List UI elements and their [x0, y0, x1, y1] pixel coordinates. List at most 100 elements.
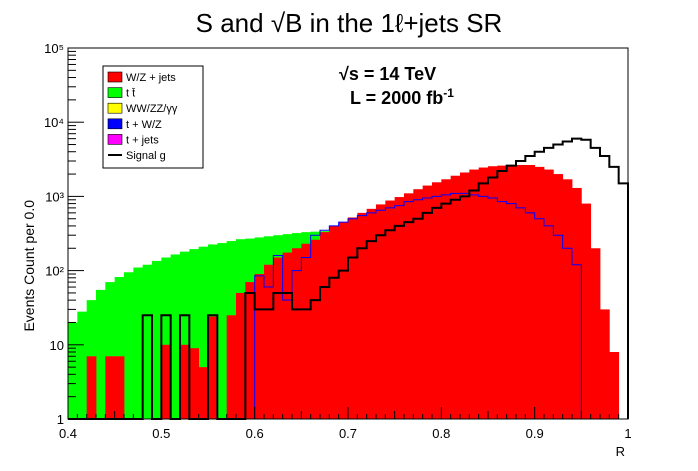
- wz-jets-bin: [198, 367, 209, 419]
- ttbar-bin: [114, 277, 125, 419]
- wz-jets-bin: [572, 187, 582, 419]
- wz-jets-bin: [544, 169, 554, 419]
- x-tick-label: 0.6: [246, 426, 264, 441]
- chart-title: S and √B in the 1ℓ+jets SR: [196, 8, 503, 38]
- x-tick-label: 1: [624, 426, 631, 441]
- wz-jets-bin: [450, 175, 461, 419]
- legend-label: WW/ZZ/γγ: [126, 103, 178, 115]
- legend-label: t t̄: [126, 87, 136, 99]
- legend-label: W/Z + jets: [126, 72, 176, 84]
- wz-jets-bin: [366, 208, 377, 419]
- energy-annotation: √s = 14 TeV: [339, 64, 436, 84]
- wz-jets-bin: [404, 193, 414, 419]
- legend-swatch: [107, 118, 123, 130]
- wz-jets-bin: [562, 179, 573, 419]
- wz-jets-bin: [310, 239, 321, 419]
- wz-jets-bin: [422, 185, 433, 419]
- wz-jets-bin: [376, 204, 386, 419]
- ttbar-bin: [189, 249, 200, 419]
- wz-jets-bin: [497, 165, 508, 419]
- ttbar-bin: [198, 246, 209, 419]
- wz-jets-bin: [348, 217, 358, 419]
- x-tick-label: 0.5: [152, 426, 170, 441]
- wz-jets-bin: [189, 348, 200, 419]
- ttbar-bin: [68, 322, 78, 419]
- signal-series-line: [68, 137, 629, 420]
- legend-swatch: [107, 134, 123, 145]
- x-tick-label: 0.4: [59, 426, 77, 441]
- legend-swatch: [107, 87, 123, 98]
- x-tick-label: 0.7: [339, 426, 357, 441]
- x-tick-label: 0.9: [526, 426, 544, 441]
- legend: W/Z + jets t t̄ WW/ZZ/γγ t + W/Z t + jets Sig…: [102, 65, 204, 169]
- wz-jets-bin: [590, 248, 601, 419]
- ttbar-bin: [217, 243, 228, 419]
- histogram-layer: [68, 137, 629, 420]
- y-tick-label: 10⁴: [44, 115, 64, 130]
- wz-jets-bin: [86, 356, 97, 419]
- y-tick-label: 10³: [45, 189, 64, 204]
- wz-jets-bin: [394, 197, 405, 419]
- ttbar-bin: [152, 260, 162, 419]
- wz-jets-bin: [264, 264, 274, 419]
- legend-box: [102, 65, 204, 169]
- wz-jets-bin: [525, 165, 536, 419]
- wz-jets-bin: [338, 222, 349, 419]
- luminosity-annotation: L = 2000 fb-1: [350, 86, 454, 108]
- wz-jets-bin: [357, 212, 368, 419]
- axis-layer: 0.4 0.5 0.6 0.7 0.8 0.9 1 1 10 10² 10³ 10⁴ 10⁵: [44, 41, 632, 441]
- wz-jets-bin: [236, 292, 246, 419]
- wz-jets-bin: [488, 166, 498, 419]
- wz-jets-bin: [478, 167, 489, 419]
- lumi-exponent: -1: [443, 86, 454, 100]
- wz-jets-bin: [600, 309, 610, 419]
- wz-jets-bin: [534, 166, 545, 419]
- ttbar-bin: [124, 272, 134, 419]
- wz-jets-bin: [516, 165, 526, 419]
- wz-jets-bin: [254, 274, 265, 419]
- legend-swatch: [107, 71, 123, 83]
- wz-jets-bin: [609, 351, 620, 419]
- wz-jets-bin: [292, 248, 302, 419]
- wz-jets-bin: [329, 225, 340, 419]
- ttbar-bin: [161, 257, 172, 419]
- ttbar-bin: [142, 264, 153, 419]
- lumi-prefix: L = 2000 fb: [350, 88, 443, 108]
- y-tick-label: 10: [50, 338, 64, 353]
- y-tick-label: 10²: [45, 264, 64, 279]
- wz-jets-bin: [413, 189, 424, 419]
- wz-jets-bin: [432, 182, 442, 419]
- legend-swatch: [107, 102, 123, 114]
- wz-jets-bin: [506, 165, 517, 419]
- wz-jets-bin: [385, 200, 396, 419]
- wz-jets-bin: [208, 316, 218, 419]
- ttbar-bin: [105, 282, 116, 419]
- ttbar-bin: [180, 251, 190, 419]
- wz-jets-bin: [282, 252, 293, 419]
- legend-label: t + W/Z: [126, 119, 162, 131]
- ttbar-bin: [96, 289, 106, 419]
- y-axis-label: Events Count per 0.0: [21, 200, 37, 332]
- ttbar-bin: [77, 311, 88, 419]
- wz-jets-bin: [273, 257, 284, 419]
- wz-jets-bin: [469, 169, 480, 419]
- wz-jets-bin: [226, 315, 237, 419]
- wz-jets-bin: [320, 232, 330, 419]
- ttbar-bin: [133, 267, 144, 419]
- wz-jets-bin: [180, 344, 190, 419]
- x-tick-label: 0.8: [432, 426, 450, 441]
- legend-label: t + jets: [126, 134, 159, 146]
- wz-jets-bin: [114, 356, 125, 419]
- y-tick-label: 10⁵: [44, 41, 64, 56]
- wz-jets-bin: [553, 174, 564, 419]
- wz-jets-bin: [301, 243, 312, 419]
- legend-label: Signal g: [126, 150, 166, 162]
- wz-jets-bin: [581, 203, 592, 419]
- ttbar-bin: [170, 254, 181, 419]
- wz-jets-bin: [105, 356, 116, 419]
- wz-jets-bin: [245, 282, 256, 419]
- wz-jets-bin: [161, 344, 172, 419]
- wz-jets-bin: [441, 179, 452, 419]
- y-tick-label: 1: [57, 412, 64, 427]
